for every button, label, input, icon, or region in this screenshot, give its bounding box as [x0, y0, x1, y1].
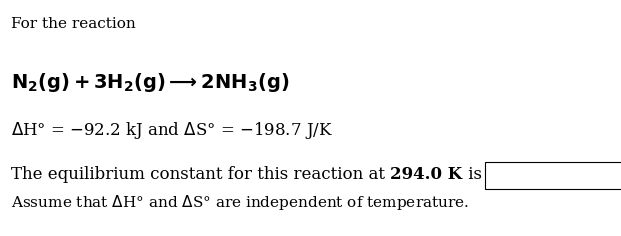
Bar — [484, 162, 621, 189]
Text: Assume that $\Delta$H° and $\Delta$S° are independent of temperature.: Assume that $\Delta$H° and $\Delta$S° ar… — [11, 193, 469, 212]
Text: is: is — [463, 166, 481, 183]
Text: 294.0 K: 294.0 K — [391, 166, 463, 183]
Text: $\Delta$H° = $-$92.2 kJ and $\Delta$S° = $-$198.7 J/K: $\Delta$H° = $-$92.2 kJ and $\Delta$S° =… — [11, 120, 333, 141]
Text: $\mathbf{N_2(g) + 3H_2(g) {\longrightarrow} 2NH_3(g)}$: $\mathbf{N_2(g) + 3H_2(g) {\longrightarr… — [11, 71, 289, 94]
Text: The equilibrium constant for this reaction at: The equilibrium constant for this reacti… — [11, 166, 391, 183]
Text: For the reaction: For the reaction — [11, 17, 136, 30]
